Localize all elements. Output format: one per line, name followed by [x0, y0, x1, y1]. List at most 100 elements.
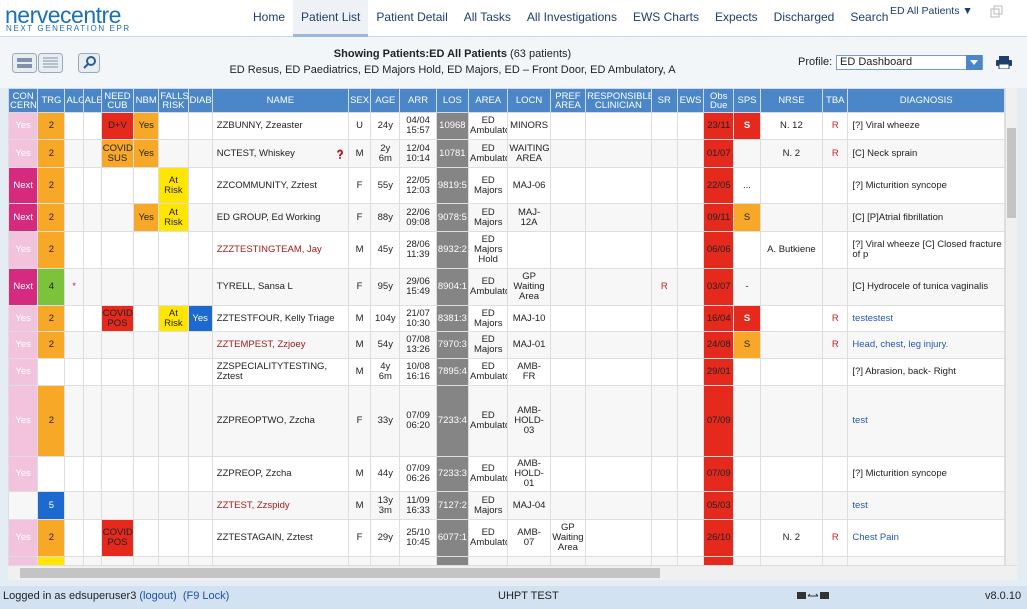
- column-header[interactable]: FALLS RISK: [158, 88, 189, 113]
- column-header[interactable]: PREF AREA: [549, 88, 587, 113]
- column-header[interactable]: EWS: [676, 88, 705, 113]
- column-header[interactable]: CON CERN: [8, 88, 39, 113]
- cell: MAJ- 12A: [507, 203, 551, 232]
- cell: [822, 556, 849, 565]
- patient-row[interactable]: Yes 2 COVID SUS Yes NCTEST, Whiskey M 2y 6m 12/…: [8, 139, 1005, 168]
- patient-row[interactable]: [8, 556, 1005, 565]
- patient-row[interactable]: Next 4 * TYRELL, Sansa L F 95y 29/06 15:49 8904…: [8, 268, 1005, 306]
- cell: N. 2: [759, 139, 824, 168]
- nav-item[interactable]: EWS Charts: [632, 10, 699, 24]
- cell: ED Majors: [468, 167, 509, 204]
- cell: [549, 358, 587, 386]
- vertical-scrollbar[interactable]: [1005, 88, 1017, 565]
- column-header[interactable]: ALE: [82, 88, 102, 113]
- window-icon[interactable]: [990, 5, 1004, 19]
- cell: [187, 556, 213, 565]
- column-header[interactable]: LOCN: [507, 88, 551, 113]
- dropdown-button[interactable]: [966, 55, 982, 70]
- alert-icon: [337, 149, 343, 159]
- cell: [C] Neck sprain: [847, 139, 1005, 168]
- cell: [585, 331, 652, 359]
- cell: ED Ambulato: [468, 519, 509, 557]
- horizontal-scrollbar[interactable]: [8, 565, 1017, 580]
- cell: 7895:4: [435, 358, 470, 386]
- column-header[interactable]: DIAB: [187, 88, 213, 113]
- cell: [133, 331, 160, 359]
- cell: [585, 112, 652, 140]
- nav-item[interactable]: Patient Detail: [376, 10, 448, 24]
- column-header[interactable]: TBA: [822, 88, 849, 113]
- cell: R: [822, 519, 849, 557]
- cell: [585, 456, 652, 492]
- patient-row[interactable]: Yes 2 D+V Yes ZZBUNNY, Zzeaster U 24y 04/04 15:…: [8, 112, 1005, 140]
- column-header[interactable]: ARR: [399, 88, 437, 113]
- cell: [549, 491, 587, 520]
- nav-item[interactable]: Patient List: [293, 0, 369, 37]
- lock-link[interactable]: (F9 Lock): [182, 590, 230, 602]
- list-selector[interactable]: ED All Patients ▼: [890, 5, 973, 17]
- patient-row[interactable]: Yes 2 COVID POS At Risk Yes ZZTESTFOUR, Kelly…: [8, 305, 1005, 332]
- column-header[interactable]: NRSE: [759, 88, 824, 113]
- nav-item[interactable]: Search: [850, 10, 889, 24]
- cell: [676, 385, 705, 457]
- print-icon[interactable]: [996, 56, 1012, 69]
- cell: [158, 491, 189, 520]
- patient-row[interactable]: Yes ZZPREOP, Zzcha M 44y 07/09 06:26 7233:3 ED…: [8, 456, 1005, 492]
- column-header[interactable]: SPS: [733, 88, 761, 113]
- cell: [64, 519, 84, 557]
- column-header[interactable]: LOS: [435, 88, 470, 113]
- column-header[interactable]: SEX: [347, 88, 372, 113]
- column-header[interactable]: NEED CUB: [100, 88, 135, 113]
- nav-item[interactable]: All Tasks: [463, 10, 511, 24]
- column-header[interactable]: SR: [650, 88, 678, 113]
- profile-select[interactable]: ED Dashboard: [836, 55, 983, 70]
- cell: Chest Pain: [847, 519, 1005, 557]
- patient-row[interactable]: Next 2 At Risk ZZCOMMUNITY, Zztest F 55y 22/05…: [8, 167, 1005, 204]
- column-header[interactable]: Obs Due: [703, 88, 735, 113]
- nav-item[interactable]: Expects: [714, 10, 758, 24]
- patient-row[interactable]: 5 ZZTEST, Zzspidy M 13y 3m 11/09 16:33 7127:2…: [8, 491, 1005, 520]
- patient-row[interactable]: Yes ZZSPECIALITYTESTING, Zztest M 4y 6m 10/0…: [8, 358, 1005, 386]
- user: Logged in as edsuperuser3: [3, 590, 137, 602]
- cell: [82, 268, 102, 306]
- cell: [676, 268, 705, 306]
- column-header[interactable]: NAME: [211, 88, 349, 113]
- cell: 13y 3m: [370, 491, 401, 520]
- cell: [133, 231, 160, 269]
- nav-item[interactable]: Home: [253, 10, 286, 24]
- column-header[interactable]: ALG: [64, 88, 84, 113]
- patient-row[interactable]: Next 2 Yes At Risk ED GROUP, Ed Working F 88y 2…: [8, 203, 1005, 232]
- cell: TYRELL, Sansa L: [211, 268, 349, 306]
- cell: 29y: [370, 519, 401, 557]
- nav-item[interactable]: Discharged: [773, 10, 835, 24]
- cell: 07/09: [703, 385, 735, 457]
- patient-row[interactable]: Yes 2 ZZZTESTINGTEAM, Jay M 45y 28/06 11:39 89…: [8, 231, 1005, 269]
- cell: ED Majors: [468, 305, 509, 332]
- column-header[interactable]: AREA: [468, 88, 509, 113]
- cell: Yes: [133, 139, 160, 168]
- cell: [822, 491, 849, 520]
- column-header[interactable]: TRG: [37, 88, 66, 113]
- patient-row[interactable]: Yes 2 COVID POS ZZTESTAGAIN, Zztest F 29y 25/1…: [8, 519, 1005, 557]
- cell: 2: [37, 385, 66, 457]
- column-header[interactable]: NBM: [133, 88, 160, 113]
- list-name[interactable]: ED All Patients: [890, 5, 960, 17]
- cell: Yes: [8, 456, 39, 492]
- cell: AMB- 07: [507, 519, 551, 557]
- column-header[interactable]: RESPONSIBLE CLINICIAN: [585, 88, 652, 113]
- column-header[interactable]: AGE: [370, 88, 401, 113]
- nav-item[interactable]: All Investigations: [526, 10, 617, 24]
- profile-value[interactable]: ED Dashboard: [840, 56, 913, 68]
- cell: 07/09 06:20: [399, 385, 437, 457]
- toolbar[interactable]: [12, 53, 102, 75]
- patient-row[interactable]: Yes 2 ZZTEMPEST, Zzjoey M 54y 07/08 13:26 7970…: [8, 331, 1005, 359]
- patient-row[interactable]: Yes 2 ZZPREOPTWO, Zzcha F 33y 07/09 06:20 7233…: [8, 385, 1005, 457]
- cell: 2: [37, 305, 66, 332]
- column-header[interactable]: DIAGNOSIS: [847, 88, 1005, 113]
- logout-link[interactable]: (logout): [139, 590, 177, 602]
- cell: [64, 203, 84, 232]
- cell: [650, 519, 678, 557]
- cell: [676, 167, 705, 204]
- cell: [187, 456, 213, 492]
- cell: S: [733, 203, 761, 232]
